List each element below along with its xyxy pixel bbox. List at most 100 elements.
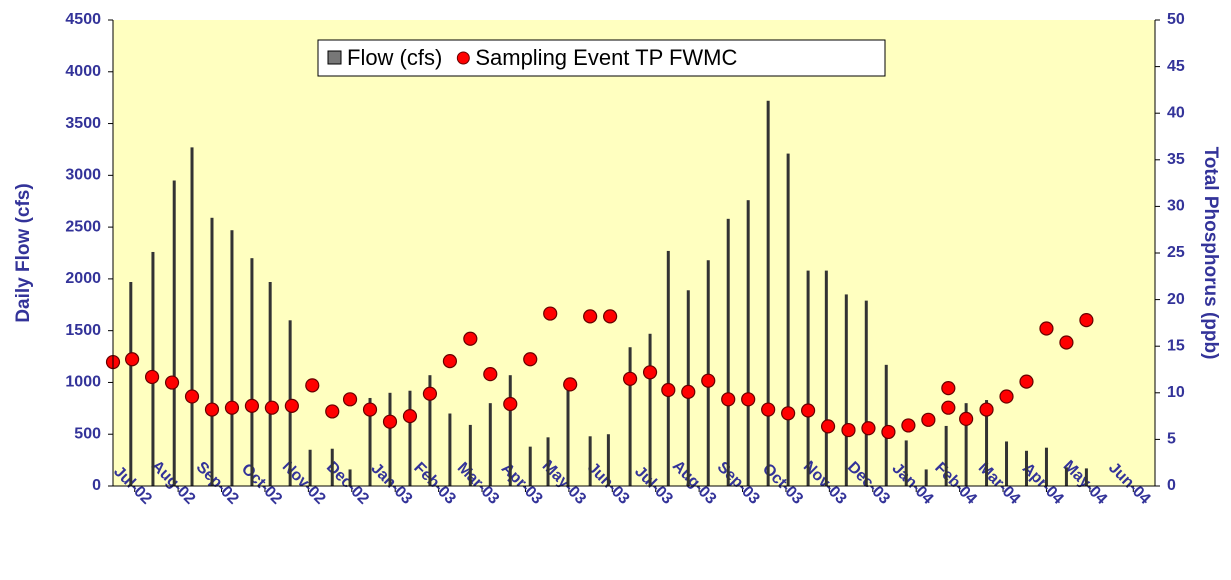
point — [1079, 313, 1094, 328]
point — [861, 421, 876, 436]
bar — [268, 281, 272, 486]
bar — [368, 397, 372, 486]
point — [941, 400, 956, 415]
point — [622, 371, 638, 386]
point — [1059, 335, 1074, 350]
y2-tick-label: 15 — [1167, 337, 1185, 354]
bar — [230, 230, 234, 486]
bar — [129, 281, 133, 486]
bar — [448, 413, 452, 486]
point — [781, 406, 796, 421]
bar — [546, 437, 550, 486]
point — [503, 396, 518, 412]
point — [483, 367, 498, 382]
bar — [348, 469, 352, 486]
point — [642, 365, 658, 380]
point — [463, 331, 478, 346]
point — [523, 352, 538, 367]
bar — [924, 469, 928, 486]
legend: Flow (cfs) Sampling Event TP FWMC — [317, 39, 886, 77]
y2-tick-label: 45 — [1167, 58, 1185, 75]
point — [701, 373, 716, 388]
y2-tick-label: 0 — [1167, 477, 1176, 494]
bar — [806, 270, 810, 486]
y2-tick-label: 10 — [1167, 384, 1185, 401]
bar — [904, 440, 908, 486]
bar — [190, 147, 194, 486]
bar — [864, 300, 868, 486]
point — [999, 389, 1014, 404]
bar — [508, 375, 512, 486]
point — [721, 392, 736, 407]
y2-tick-label: 35 — [1167, 151, 1185, 168]
point — [801, 403, 816, 418]
point — [681, 384, 696, 399]
point — [224, 400, 240, 415]
bar — [588, 436, 592, 486]
point — [305, 378, 320, 393]
y2-tick-label: 5 — [1167, 431, 1176, 448]
point — [603, 309, 618, 324]
legend-swatch — [456, 51, 470, 65]
bar — [566, 382, 570, 486]
point — [144, 369, 160, 385]
bar — [488, 403, 492, 486]
y2-tick-label: 40 — [1167, 104, 1185, 121]
y2-tick-label: 20 — [1167, 291, 1185, 308]
bar — [1064, 467, 1068, 486]
bar — [786, 153, 790, 486]
point — [422, 386, 438, 401]
point — [342, 392, 358, 407]
y2-axis-title: Total Phosphorus (ppb) — [1200, 147, 1221, 360]
y-tick-label: 2000 — [65, 270, 101, 287]
y-tick-label: 4000 — [65, 63, 101, 80]
y-tick-label: 3500 — [65, 115, 101, 132]
y-tick-label: 3000 — [65, 167, 101, 184]
bar — [746, 200, 750, 487]
point — [583, 309, 598, 324]
bar — [1084, 468, 1088, 486]
y2-tick-label: 50 — [1167, 11, 1185, 28]
bar — [1005, 441, 1009, 486]
bar — [428, 375, 432, 486]
point — [741, 392, 756, 407]
legend-swatch — [327, 50, 342, 65]
bar — [308, 449, 312, 486]
bar — [330, 448, 334, 486]
bar — [766, 100, 770, 487]
point — [1019, 374, 1034, 389]
point — [164, 375, 180, 390]
point — [244, 398, 260, 413]
bar — [1024, 450, 1028, 486]
point — [941, 381, 956, 396]
y2-tick-label: 30 — [1167, 198, 1185, 215]
legend-box — [317, 39, 886, 77]
point — [1039, 321, 1054, 336]
point — [959, 411, 974, 426]
point — [125, 352, 140, 367]
point — [382, 414, 398, 429]
point — [543, 306, 558, 321]
y-tick-label: 1500 — [65, 322, 101, 339]
bar — [706, 260, 710, 486]
point — [661, 382, 676, 398]
point — [284, 398, 299, 413]
bar — [844, 294, 848, 486]
bar — [210, 217, 214, 486]
point — [563, 377, 578, 392]
point — [264, 400, 280, 415]
point — [881, 424, 896, 440]
y-tick-label: 500 — [74, 425, 101, 442]
bar — [666, 250, 670, 486]
point — [820, 419, 836, 434]
legend-label: Flow (cfs) — [347, 45, 442, 70]
point — [362, 402, 378, 417]
bar — [468, 424, 472, 486]
bar — [1044, 447, 1048, 486]
bar — [944, 425, 948, 486]
point — [204, 402, 220, 417]
bar — [648, 333, 652, 486]
bar — [172, 180, 176, 486]
point — [841, 422, 856, 438]
